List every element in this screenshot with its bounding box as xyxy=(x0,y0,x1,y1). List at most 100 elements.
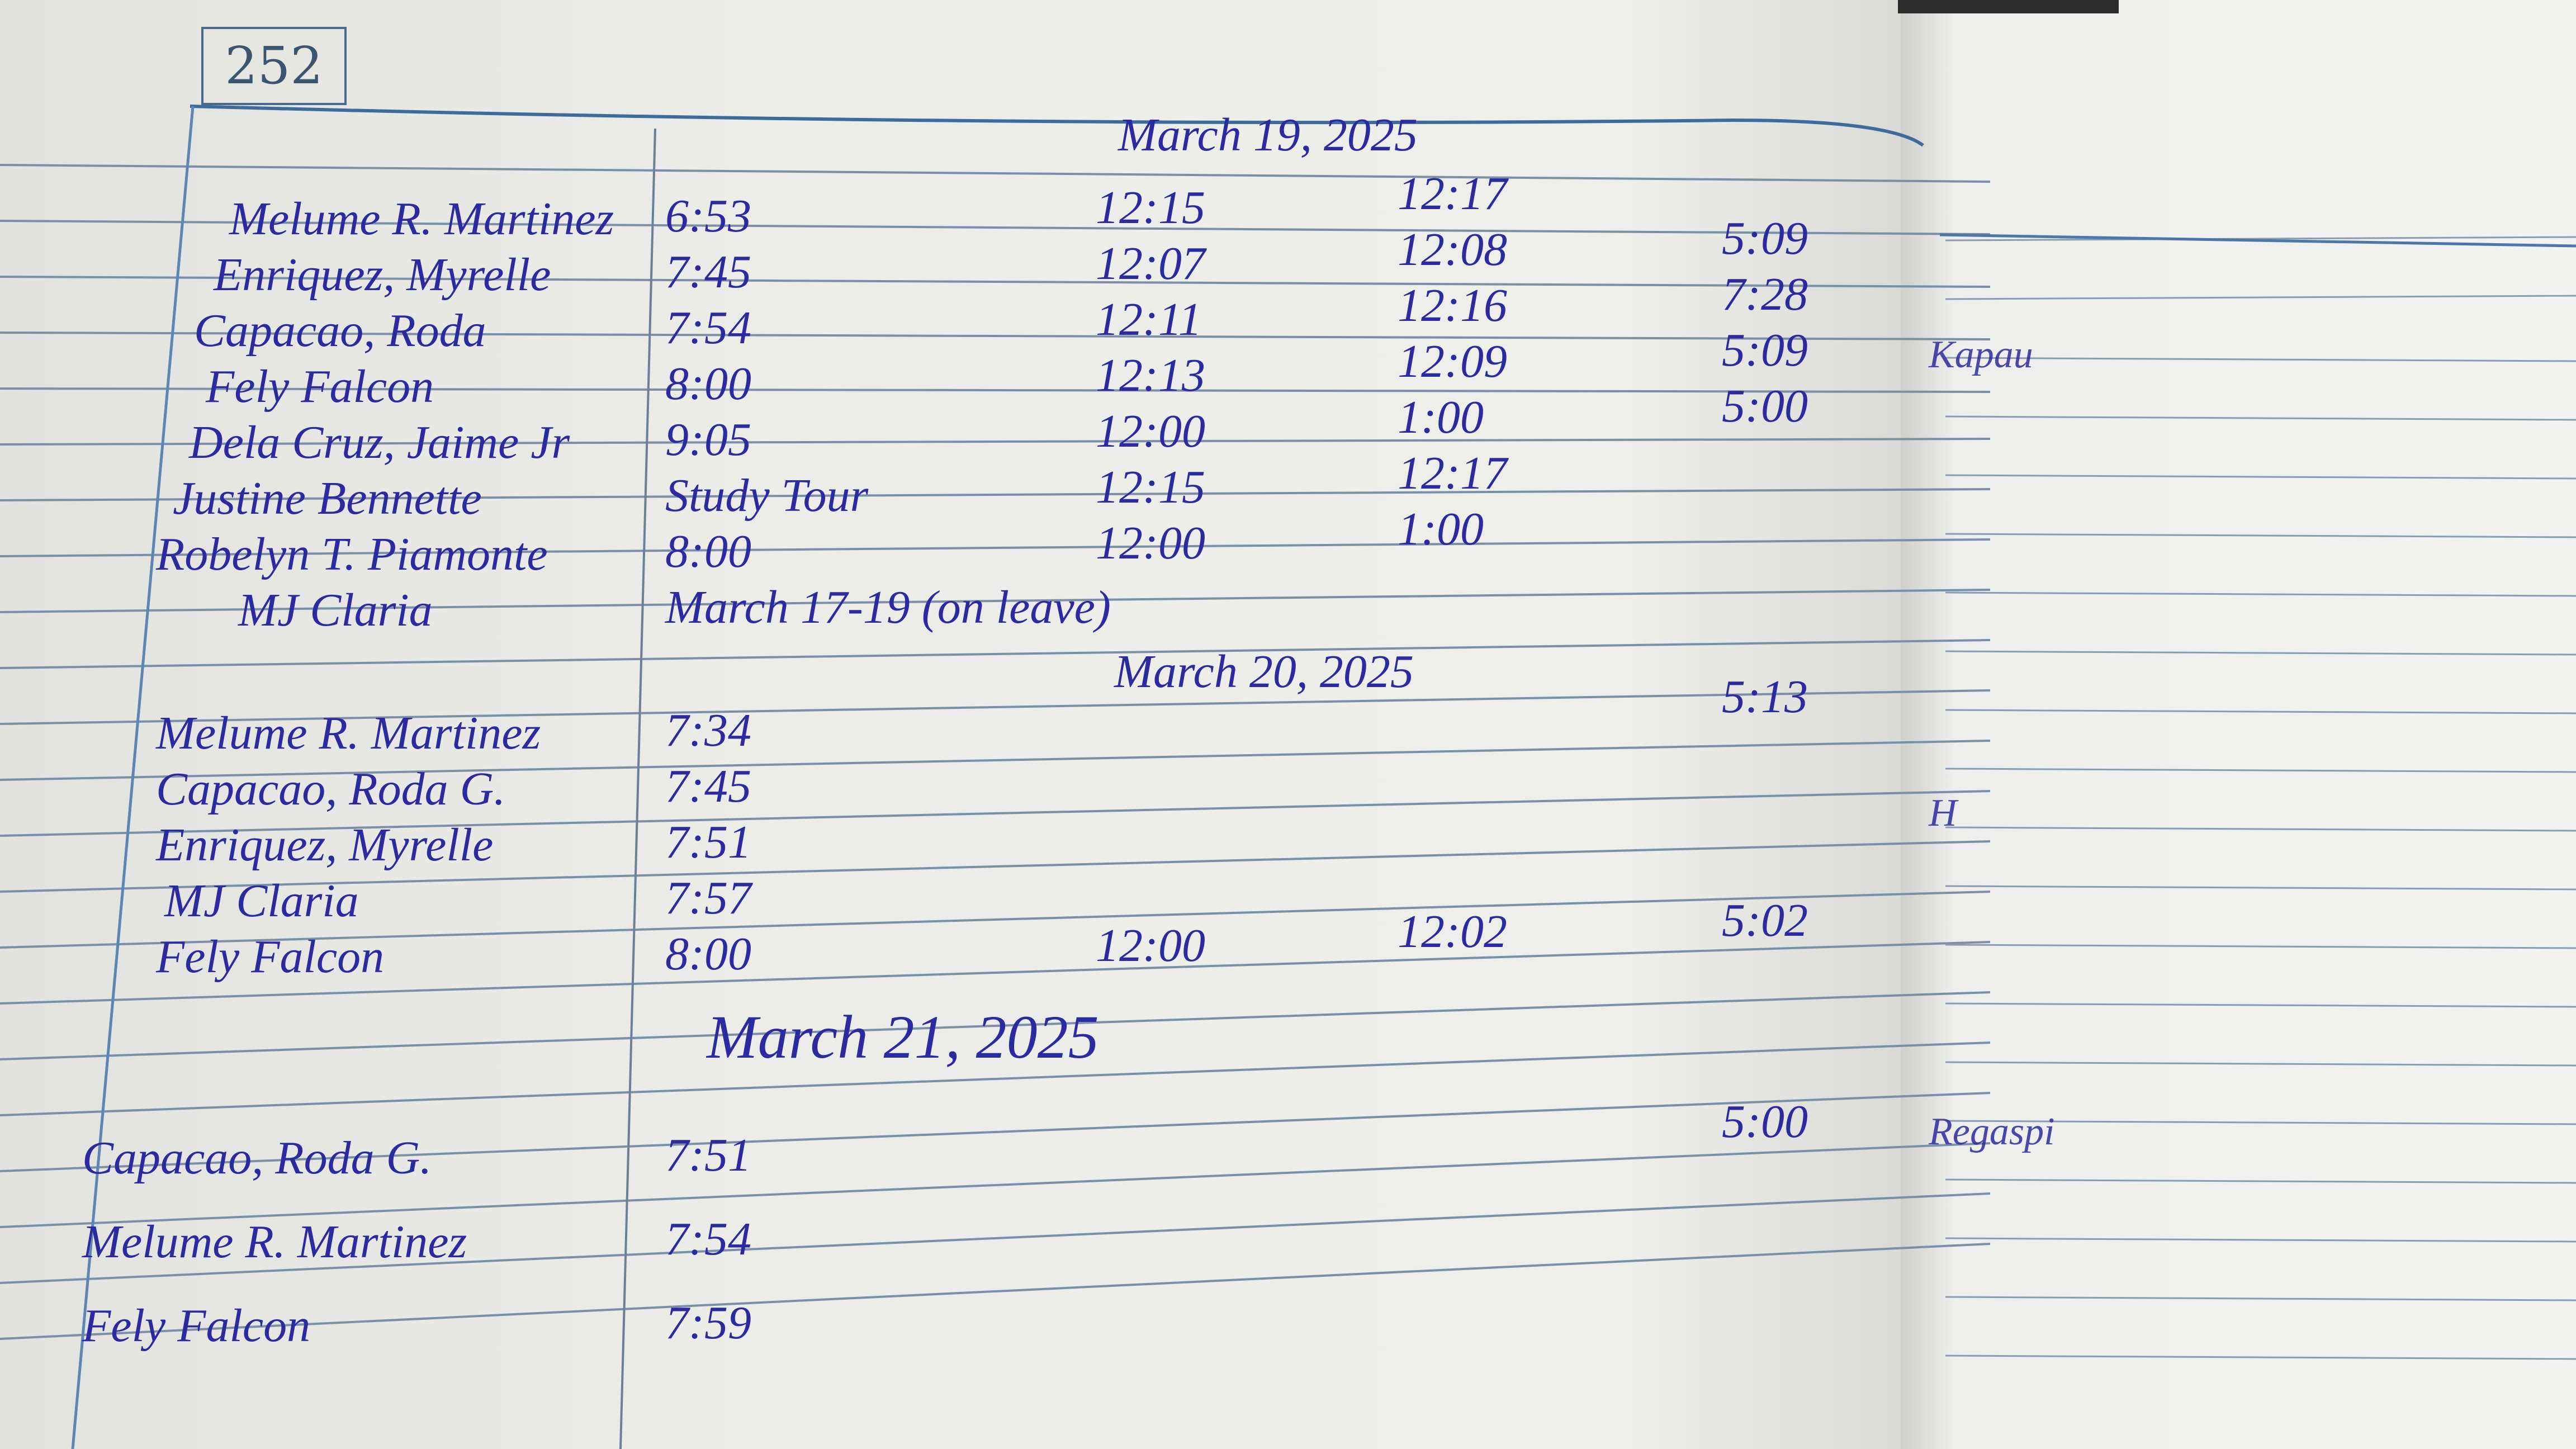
entry-name: Enriquez, Myrelle xyxy=(214,249,551,301)
entry-time-in: 8:00 xyxy=(665,928,751,980)
entry-time-out: 7:28 xyxy=(1722,268,1808,320)
entry-time-out: 5:00 xyxy=(1722,380,1808,432)
ruled-line xyxy=(0,1092,1991,1172)
ruled-line xyxy=(0,1243,1991,1340)
ruled-line xyxy=(0,941,1991,1005)
ruled-line xyxy=(1945,1178,2576,1184)
entry-time-in: 7:51 xyxy=(665,1129,751,1181)
ruled-line xyxy=(1945,533,2576,538)
entry-lunch-in: 1:00 xyxy=(1398,503,1484,555)
ruled-line xyxy=(1945,236,2576,242)
entry-time-in: Study Tour xyxy=(665,470,869,522)
entry-lunch-in: 12:08 xyxy=(1398,224,1507,276)
ruled-line xyxy=(1945,1120,2576,1125)
ruled-line xyxy=(1945,1296,2576,1301)
entry-name: MJ Claria xyxy=(238,584,433,636)
ruled-line xyxy=(1945,357,2576,362)
entry-lunch-out: 12:00 xyxy=(1096,920,1205,972)
ruled-line xyxy=(0,1192,1991,1284)
entry-name: Enriquez, Myrelle xyxy=(156,819,494,871)
entry-time-in: 8:00 xyxy=(665,525,751,577)
entry-lunch-out: 12:00 xyxy=(1096,405,1205,457)
ruled-line xyxy=(0,387,1991,393)
ruled-line xyxy=(0,332,1991,340)
entry-time-in: 7:54 xyxy=(665,302,751,354)
ruled-line xyxy=(1945,709,2576,714)
entry-time-in: 8:00 xyxy=(665,358,751,410)
entry-time-out: 5:09 xyxy=(1722,212,1808,264)
entry-time-in: 9:05 xyxy=(665,414,751,466)
ruled-line xyxy=(0,740,1991,781)
entry-time-in: 6:53 xyxy=(665,190,751,242)
ruled-line xyxy=(0,1041,1991,1116)
ruled-line xyxy=(1945,1355,2576,1360)
entry-time-in: 7:51 xyxy=(665,816,751,868)
ruled-line xyxy=(0,488,1991,501)
entry-lunch-in: 12:02 xyxy=(1398,906,1507,958)
signature: Kapau xyxy=(1929,333,2033,376)
entry-name: Capacao, Roda G. xyxy=(156,763,506,815)
ruled-line xyxy=(0,891,1991,949)
entry-time-out: 5:13 xyxy=(1722,671,1808,723)
entry-name: Melume R. Martinez xyxy=(156,707,541,759)
entry-lunch-out: 12:00 xyxy=(1096,517,1205,569)
signature: H xyxy=(1929,792,1957,835)
ruled-line xyxy=(0,220,1991,235)
ruled-line xyxy=(1945,1237,2576,1243)
ruled-line xyxy=(0,991,1991,1060)
ruled-line xyxy=(1945,768,2576,773)
entry-lunch-in: 12:17 xyxy=(1398,168,1507,220)
entry-name: Fely Falcon xyxy=(206,361,434,413)
right-page xyxy=(1901,0,2576,1449)
entry-name: Melume R. Martinez xyxy=(82,1216,467,1268)
entry-time-in: 7:54 xyxy=(665,1213,751,1265)
ruled-line xyxy=(1945,944,2576,949)
page-number: 252 xyxy=(201,27,347,105)
ruled-line xyxy=(1939,233,2576,248)
entry-lunch-out: 12:15 xyxy=(1096,461,1205,513)
ruled-line xyxy=(1945,885,2576,891)
left-page xyxy=(0,0,1912,1449)
entry-lunch-in: 12:16 xyxy=(1398,280,1507,332)
ruled-line xyxy=(0,538,1991,557)
entry-time-in: 7:59 xyxy=(665,1297,751,1349)
entry-time-in: March 17-19 (on leave) xyxy=(665,581,1111,633)
entry-time-out: 5:02 xyxy=(1722,894,1808,946)
ruled-line xyxy=(71,106,195,1449)
ruled-line xyxy=(0,276,1991,288)
entry-lunch-in: 1:00 xyxy=(1398,391,1484,443)
entry-time-in: 7:57 xyxy=(665,872,751,924)
ruled-line xyxy=(0,790,1991,837)
entry-name: Dela Cruz, Jaime Jr xyxy=(189,416,570,468)
table-top-border xyxy=(190,105,1924,147)
ruled-line xyxy=(0,639,1991,669)
entry-lunch-out: 12:13 xyxy=(1096,349,1205,401)
entry-lunch-out: 12:11 xyxy=(1096,293,1202,345)
entry-name: Capacao, Roda xyxy=(194,305,486,357)
ruled-line xyxy=(1945,650,2576,656)
section-date: March 20, 2025 xyxy=(1114,646,1414,698)
section-date: March 19, 2025 xyxy=(1118,109,1418,161)
ruled-line xyxy=(0,164,1991,183)
ruled-line xyxy=(1945,1061,2576,1067)
entry-name: Justine Bennette xyxy=(173,472,482,524)
entry-time-in: 7:45 xyxy=(665,246,751,298)
ruled-line xyxy=(0,840,1991,893)
entry-time-out: 5:00 xyxy=(1722,1096,1808,1148)
ruled-line xyxy=(1945,1002,2576,1008)
entry-lunch-in: 12:09 xyxy=(1398,335,1507,387)
ruled-line xyxy=(1945,295,2576,300)
ruled-line xyxy=(0,689,1991,725)
entry-name: Melume R. Martinez xyxy=(229,193,614,245)
ruled-line xyxy=(619,128,656,1449)
background-edge xyxy=(1898,0,2119,13)
section-date: March 21, 2025 xyxy=(707,1003,1099,1071)
entry-lunch-out: 12:07 xyxy=(1096,238,1205,290)
ruled-line xyxy=(1945,474,2576,480)
entry-lunch-in: 12:17 xyxy=(1398,447,1507,499)
signature: Regaspi xyxy=(1929,1110,2055,1153)
entry-name: Robelyn T. Piamonte xyxy=(156,528,548,580)
entry-time-in: 7:34 xyxy=(665,704,751,756)
ruled-line xyxy=(1945,826,2576,832)
